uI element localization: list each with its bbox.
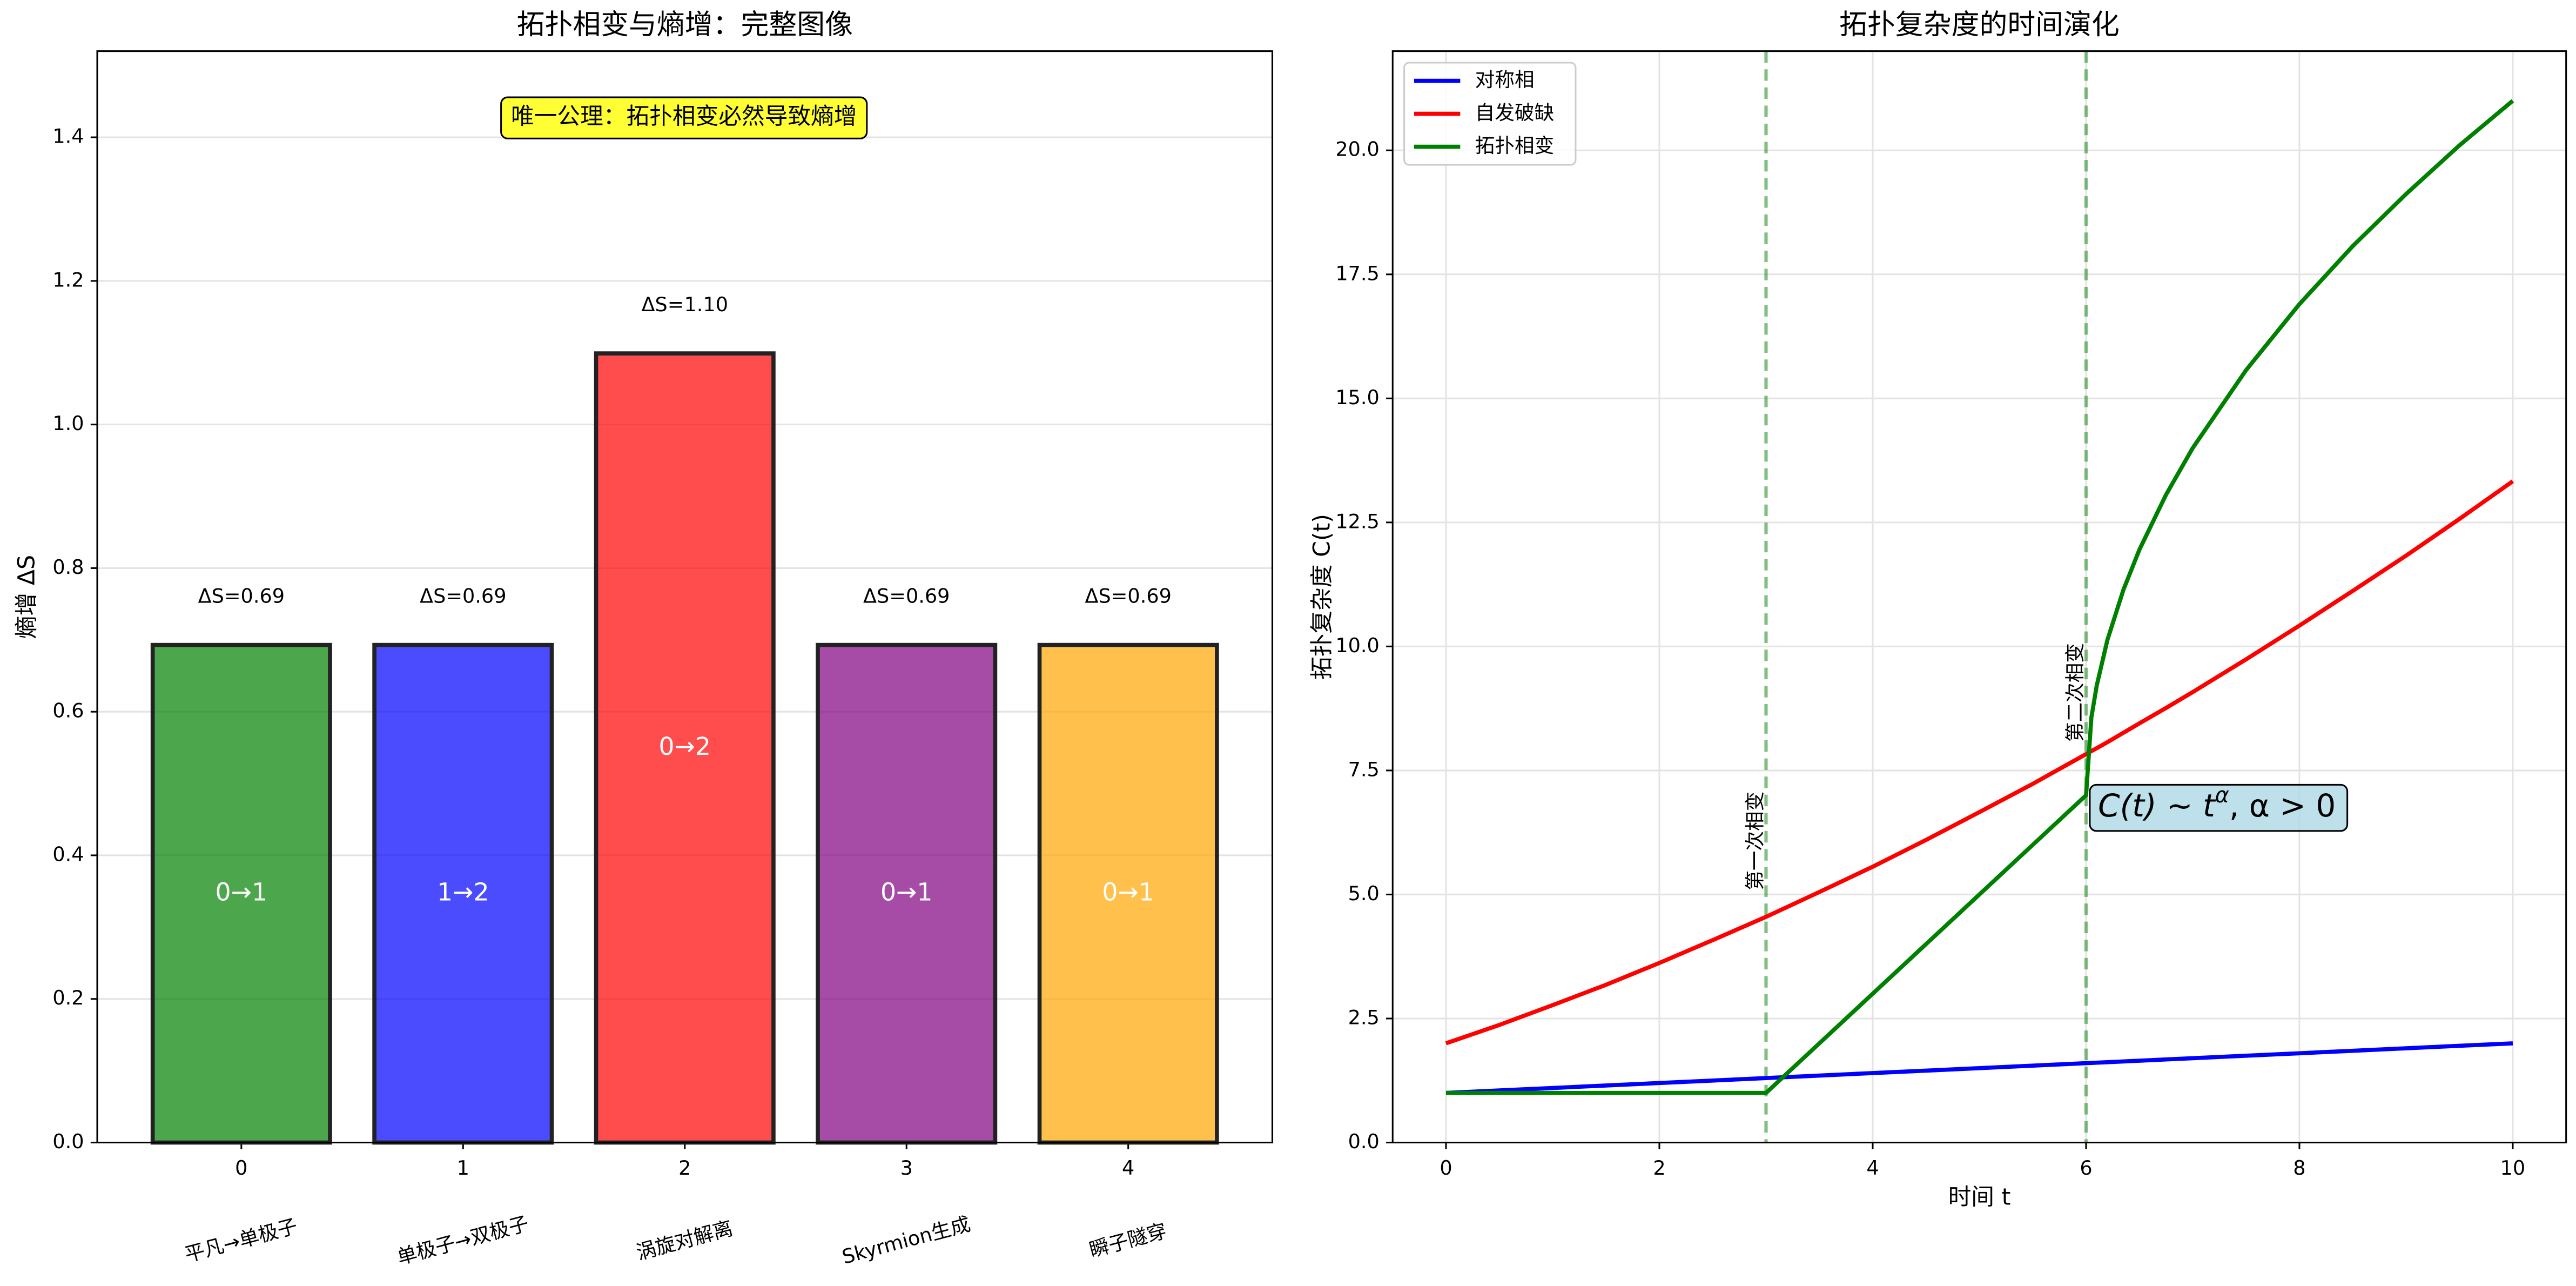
value-label: ΔS=0.69 <box>863 585 950 608</box>
y-tick-label: 17.5 <box>1335 262 1380 285</box>
x-tick-label: 0 <box>235 1156 247 1180</box>
x-tick-label: 4 <box>1866 1156 1879 1180</box>
bar-inner-label: 0→1 <box>1102 878 1154 907</box>
chart-title: 拓扑相变与熵增：完整图像 <box>517 9 853 41</box>
line <box>1445 1041 2513 1095</box>
x-tick-label: 3 <box>900 1156 913 1180</box>
annotation-part: , α > 0 <box>2229 787 2336 824</box>
y-tick-label: 12.5 <box>1335 510 1380 533</box>
x-tick-label: 4 <box>1122 1156 1134 1180</box>
line <box>1445 99 2514 1095</box>
annotation-part: C(t) ~ t <box>2098 787 2216 824</box>
annotation-text: 唯一公理：拓扑相变必然导致熵增 <box>511 103 857 130</box>
x-tick-label: 10 <box>2500 1156 2526 1180</box>
bar <box>372 642 554 1145</box>
bar-inner-label: 0→1 <box>880 878 933 907</box>
bar <box>594 351 776 1145</box>
y-tick-label: 0.0 <box>1348 1130 1380 1153</box>
y-tick-label: 0.6 <box>52 699 84 722</box>
vertical-line-label: 第二次相变 <box>2063 643 2087 742</box>
y-tick-label: 10.0 <box>1335 634 1380 657</box>
chart-title: 拓扑复杂度的时间演化 <box>1839 9 2120 41</box>
x-tick-label: 0 <box>1440 1156 1452 1180</box>
x-axis-label: 时间 t <box>1948 1184 2011 1211</box>
value-label: ΔS=0.69 <box>198 585 285 608</box>
bar-inner-label: 0→2 <box>658 732 711 761</box>
vertical-line-label: 第一次相变 <box>1744 792 1767 890</box>
y-tick-label: 1.4 <box>52 125 84 148</box>
x-tick-label: 8 <box>2293 1156 2305 1180</box>
legend-label: 拓扑相变 <box>1475 134 1554 157</box>
bar <box>816 642 998 1145</box>
y-tick-label: 0.0 <box>52 1130 84 1153</box>
annotation-sup: α <box>2215 782 2229 807</box>
x-tick-label: 2 <box>1653 1156 1665 1180</box>
y-tick-label: 20.0 <box>1335 138 1380 161</box>
value-label: ΔS=0.69 <box>420 585 506 608</box>
y-tick-label: 7.5 <box>1348 758 1380 781</box>
y-tick-label: 1.2 <box>52 268 84 291</box>
legend-label: 对称相 <box>1475 68 1535 91</box>
annotation-text: C(t) ~ tα, α > 0 <box>2098 782 2336 824</box>
annotation-box <box>500 96 868 139</box>
y-tick-label: 2.5 <box>1348 1006 1380 1029</box>
annotation: C(t) ~ tα, α > 0 <box>2089 782 2349 832</box>
value-label: ΔS=0.69 <box>1085 585 1171 608</box>
annotation-box <box>2089 783 2349 832</box>
bar <box>1037 642 1219 1145</box>
plot-frame <box>96 50 1274 1144</box>
y-tick-label: 0.8 <box>52 555 84 579</box>
x-tick-label: 6 <box>2080 1156 2092 1180</box>
y-tick-label: 0.2 <box>52 986 84 1009</box>
annotation: 唯一公理：拓扑相变必然导致熵增 <box>500 96 868 139</box>
legend-label: 自发破缺 <box>1475 101 1554 124</box>
y-tick-label: 0.4 <box>52 842 84 866</box>
legend-box <box>1403 62 1577 166</box>
bar <box>150 642 332 1145</box>
y-tick-label: 15.0 <box>1335 386 1380 409</box>
x-tick-label: 2 <box>678 1156 691 1180</box>
x-tick-label: 1 <box>457 1156 469 1180</box>
bar-inner-label: 1→2 <box>437 878 489 907</box>
y-tick-label: 1.0 <box>52 412 84 435</box>
plot-frame <box>1391 50 2567 1144</box>
y-tick-label: 5.0 <box>1348 882 1380 905</box>
y-axis-label: 拓扑复杂度 C(t) <box>1309 514 1336 680</box>
bar-inner-label: 0→1 <box>216 878 268 907</box>
y-axis-label: 熵增 ΔS <box>13 555 40 639</box>
value-label: ΔS=1.10 <box>642 293 728 316</box>
